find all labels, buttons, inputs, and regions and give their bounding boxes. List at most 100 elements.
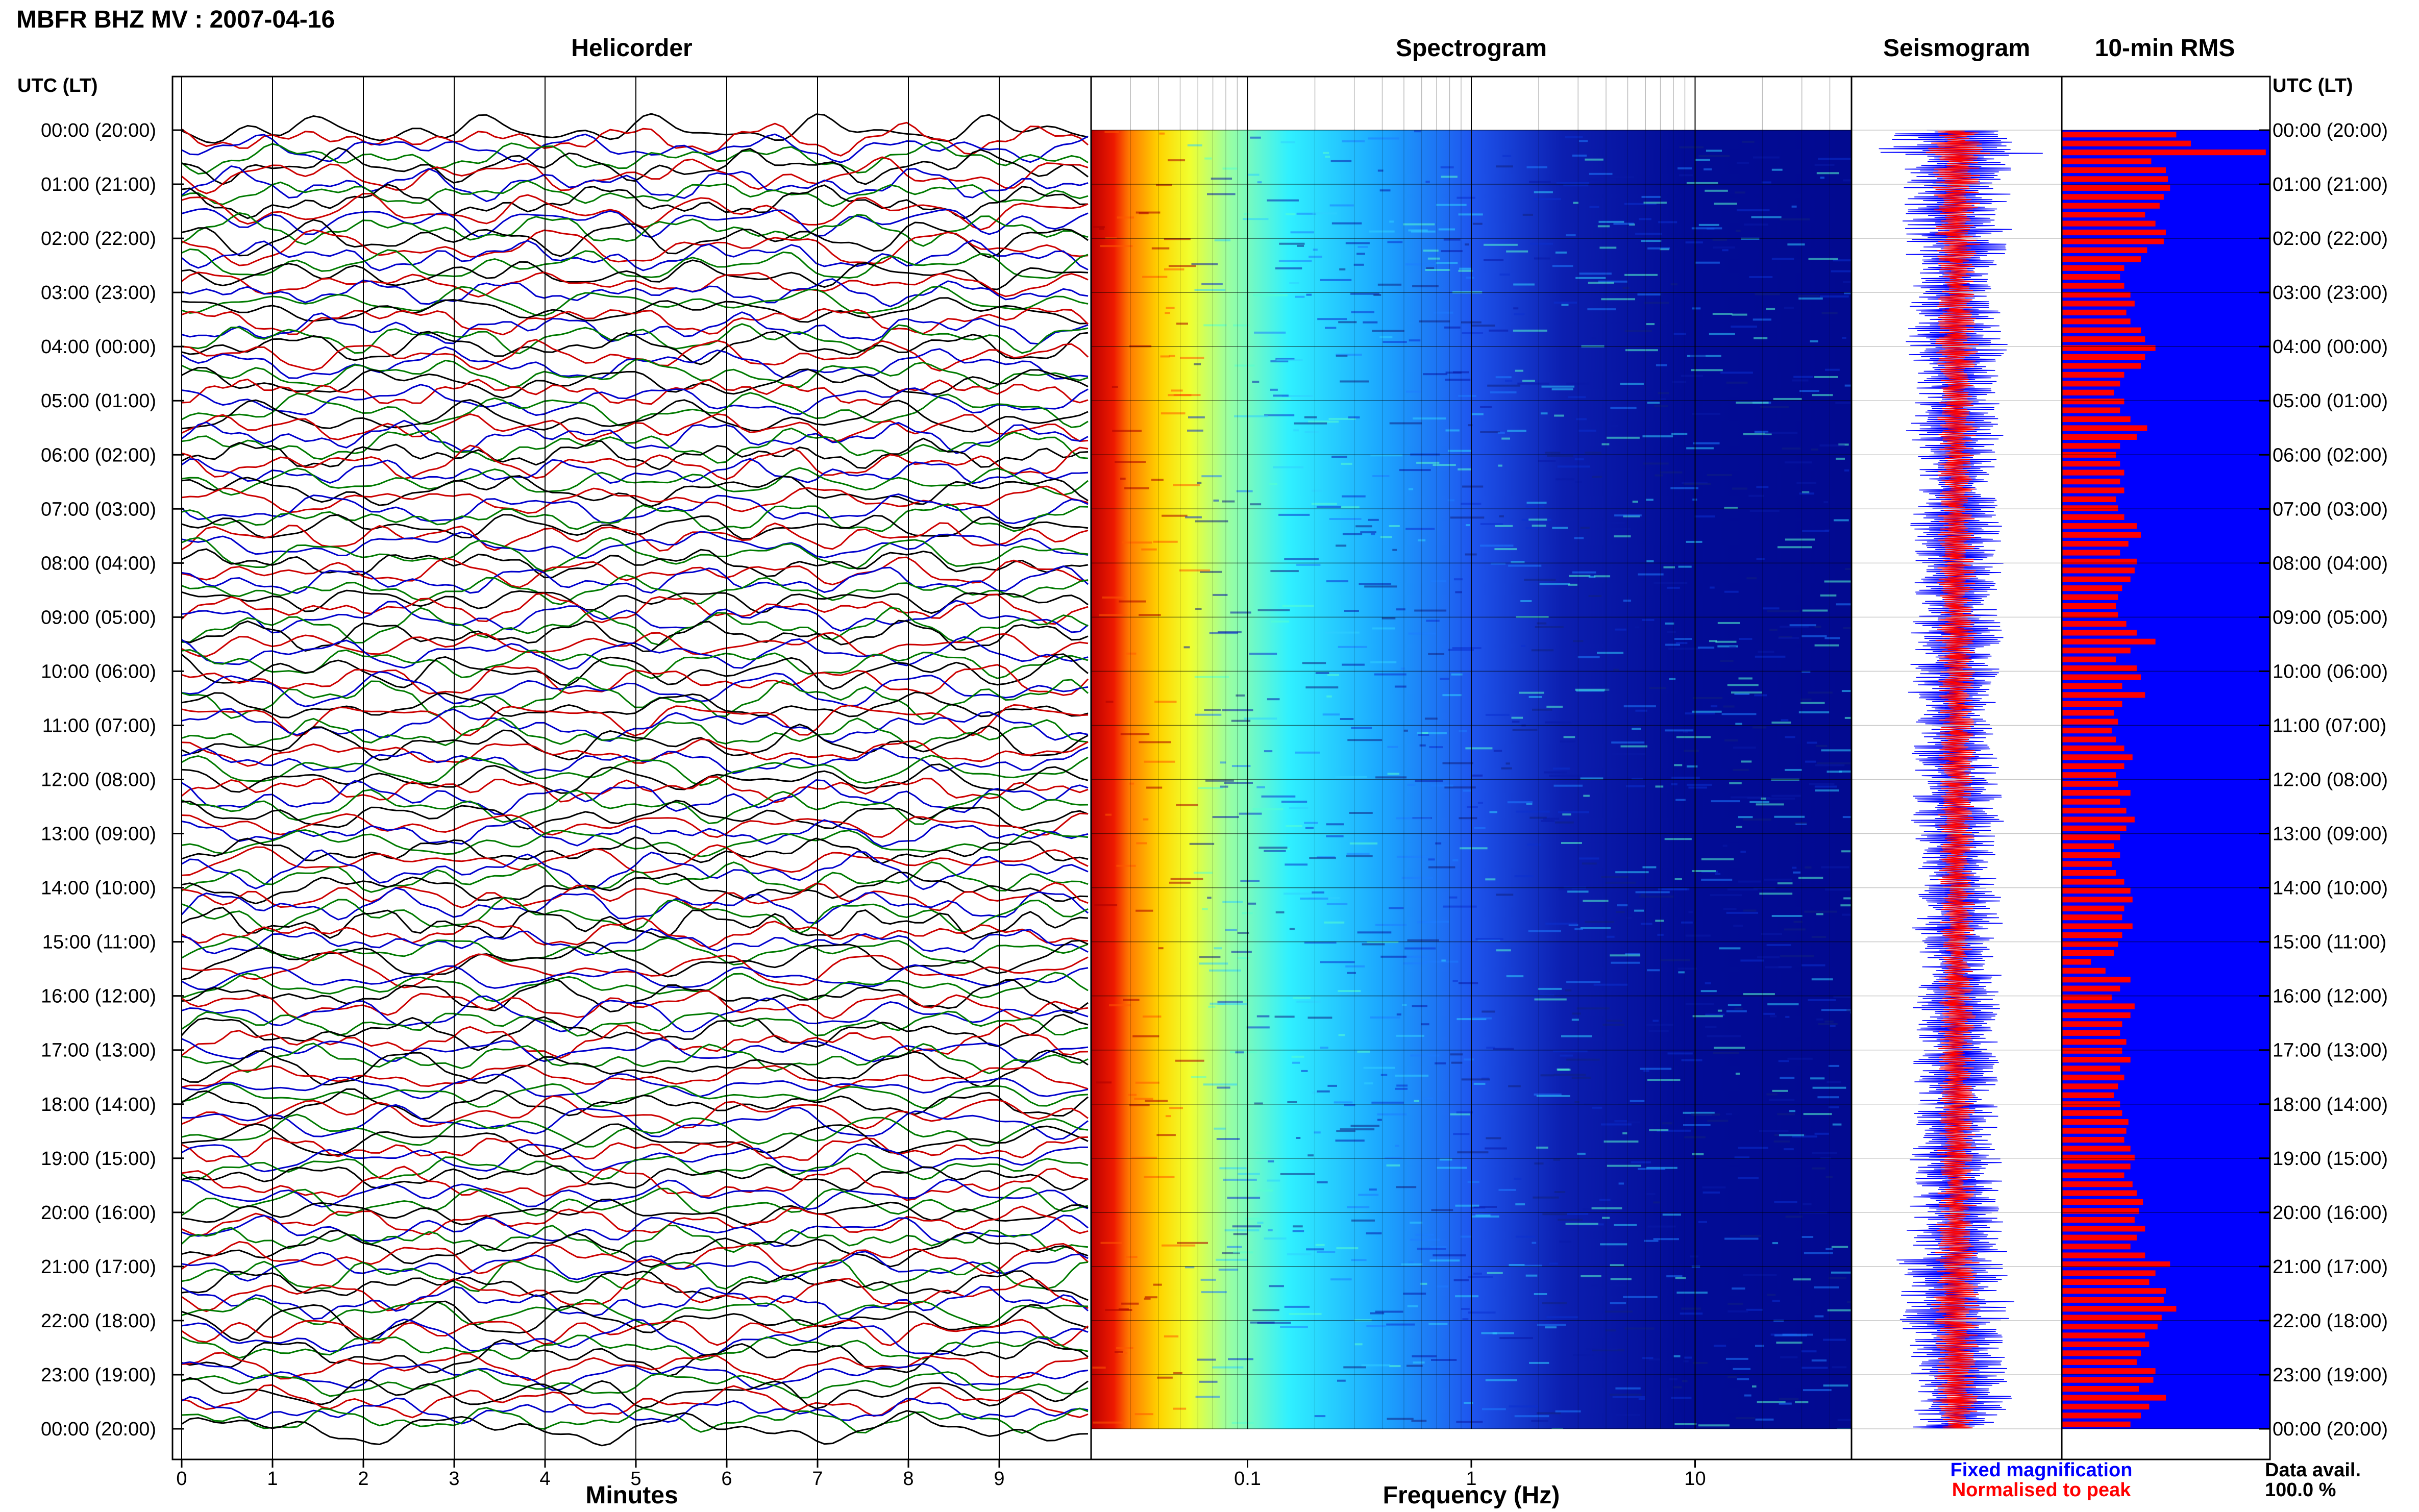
helicorder-trace: [181, 323, 1089, 355]
helicorder-trace: [181, 1318, 1089, 1357]
time-label-left: 10:00 (06:00): [41, 661, 156, 682]
helicorder-trace: [181, 467, 1089, 496]
minute-tick-label: 8: [903, 1468, 914, 1490]
minute-tick-label: 6: [721, 1468, 732, 1490]
helicorder-trace: [181, 671, 1089, 707]
rms-bar: [2062, 977, 2131, 983]
helicorder-trace: [181, 358, 1089, 390]
rms-bar: [2062, 479, 2120, 485]
rms-bar: [2062, 745, 2125, 752]
helicorder-trace: [181, 882, 1089, 911]
helicorder-trace: [181, 219, 1089, 258]
helicorder-trace: [181, 537, 1089, 573]
frequency-axis-label: Frequency (Hz): [1383, 1482, 1560, 1509]
helicorder-trace: [181, 849, 1089, 890]
helicorder-trace: [181, 366, 1089, 399]
helicorder-trace: [181, 1198, 1089, 1226]
helicorder-trace: [181, 1083, 1089, 1109]
helicorder-trace: [181, 413, 1089, 442]
rms-bar: [2062, 879, 2125, 885]
helicorder-trace: [181, 819, 1089, 848]
time-label-left: 18:00 (14:00): [41, 1094, 156, 1116]
rms-bar: [2062, 1003, 2135, 1009]
helicorder-trace: [181, 763, 1089, 794]
rms-bar: [2062, 167, 2166, 173]
rms-bar: [2062, 718, 2118, 725]
time-label-right: 09:00 (05:00): [2273, 607, 2388, 628]
helicorder-trace: [181, 939, 1089, 981]
helicorder-trace: [181, 1278, 1089, 1312]
helicorder-trace: [181, 990, 1089, 1021]
helicorder-trace: [181, 1013, 1089, 1051]
rms-bar: [2062, 1074, 2125, 1081]
rms-bar: [2062, 1208, 2139, 1214]
helicorder-trace: [181, 1251, 1089, 1282]
rms-bar: [2062, 532, 2141, 538]
helicorder-trace: [181, 1270, 1089, 1301]
rms-bar: [2062, 1217, 2135, 1223]
rms-bar: [2062, 995, 2112, 1001]
helicorder-trace: [181, 419, 1089, 454]
rms-bar: [2062, 256, 2141, 262]
helicorder-trace: [181, 1361, 1089, 1391]
rms-bar: [2062, 816, 2135, 823]
rms-bar: [2062, 434, 2137, 440]
rms-bar: [2062, 1190, 2137, 1196]
rms-bar: [2062, 1324, 2158, 1330]
rms-bar: [2062, 212, 2145, 218]
helicorder-trace: [181, 871, 1089, 905]
time-label-left: 00:00 (20:00): [41, 1419, 156, 1440]
rms-bar: [2062, 363, 2141, 369]
rms-bar: [2062, 692, 2145, 698]
helicorder-trace: [181, 1377, 1089, 1409]
helicorder-trace: [181, 1224, 1089, 1256]
rms-bar: [2062, 1288, 2166, 1294]
helicorder-trace: [181, 183, 1089, 219]
rms-bar: [2062, 825, 2127, 831]
rms-bar: [2062, 558, 2137, 564]
seismogram-panel: [1852, 130, 2062, 1429]
minute-tick-label: 2: [358, 1468, 368, 1490]
time-label-left: 07:00 (03:00): [41, 499, 156, 520]
rms-bar: [2062, 1350, 2141, 1356]
rms-bar: [2062, 238, 2164, 244]
time-label-left: 15:00 (11:00): [42, 932, 156, 953]
frequency-tick-label: 1: [1466, 1468, 1476, 1490]
rms-bar: [2062, 1377, 2154, 1383]
helicorder-trace: [181, 1165, 1089, 1192]
rms-bar: [2062, 834, 2120, 840]
rms-bar: [2062, 381, 2120, 387]
helicorder-trace: [181, 1095, 1089, 1130]
rms-bar: [2062, 683, 2122, 689]
time-label-right: 17:00 (13:00): [2273, 1040, 2388, 1061]
rms-bar: [2062, 1083, 2118, 1089]
rms-bar: [2062, 1136, 2125, 1143]
rms-bar: [2062, 1421, 2131, 1427]
rms-title: 10-min RMS: [2095, 35, 2235, 62]
time-label-left: 14:00 (10:00): [41, 878, 156, 899]
rms-bar: [2062, 630, 2137, 636]
helicorder-trace: [181, 503, 1089, 532]
time-label-right: 21:00 (17:00): [2273, 1256, 2388, 1278]
rms-bar: [2062, 959, 2091, 965]
rms-bar: [2062, 150, 2266, 156]
rms-bar: [2062, 265, 2125, 271]
rms-bar: [2062, 1012, 2131, 1019]
rms-bar: [2062, 541, 2129, 547]
rms-bar: [2062, 985, 2120, 992]
time-label-left: 05:00 (01:00): [41, 390, 156, 412]
helicorder-trace: [181, 978, 1089, 1014]
helicorder-trace: [181, 548, 1089, 579]
helicorder-trace: [181, 444, 1089, 481]
time-label-left: 09:00 (05:00): [41, 607, 156, 628]
helicorder-trace: [181, 133, 1089, 163]
helicorder-trace: [181, 738, 1089, 767]
helicorder-trace: [181, 239, 1089, 271]
helicorder-trace: [181, 493, 1089, 525]
helicorder-trace: [181, 307, 1089, 336]
rms-bar: [2062, 870, 2116, 876]
helicorder-panel: [181, 77, 1089, 1459]
rms-bar: [2062, 176, 2168, 182]
helicorder-trace: [181, 1064, 1089, 1090]
helicorder-trace: [181, 399, 1089, 433]
